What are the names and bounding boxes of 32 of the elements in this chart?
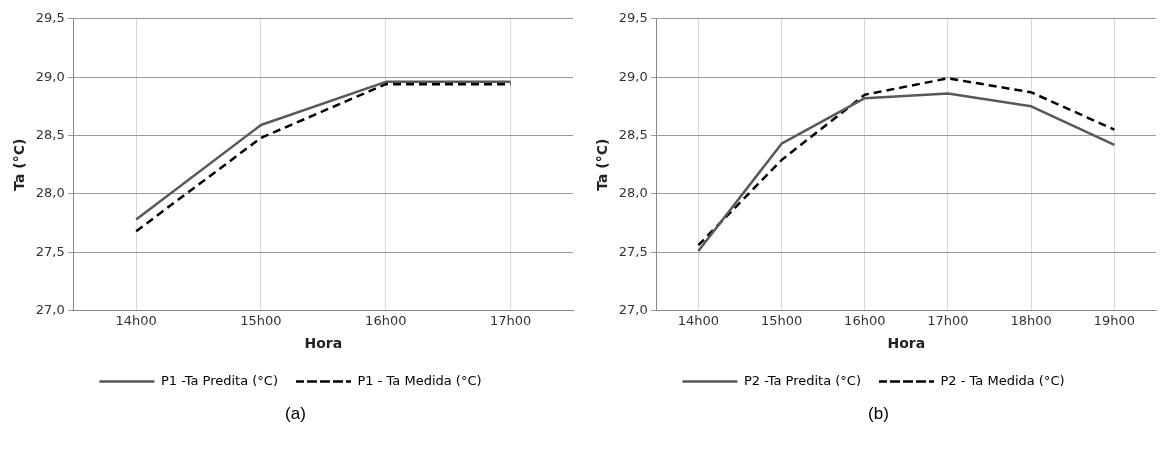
x-axis-title: Hora	[887, 335, 926, 352]
x-tick-label: 15h00	[240, 312, 282, 328]
x-tick-label: 15h00	[760, 312, 803, 328]
y-tick-label: 27,5	[35, 243, 65, 259]
legend-label: P2 -Ta Predita (°C)	[743, 372, 861, 388]
y-tick-label: 28,5	[618, 126, 648, 142]
x-tick-label: 17h00	[927, 312, 969, 328]
x-tick-label: 18h00	[1010, 312, 1052, 328]
x-tick-label: 14h00	[677, 312, 720, 328]
y-tick-label: 29,5	[35, 10, 65, 26]
y-tick-label: 29,0	[618, 68, 648, 84]
legend-label: P1 - Ta Medida (°C)	[357, 372, 482, 388]
text: (a)	[284, 404, 307, 424]
y-tick-label: 27,0	[35, 301, 65, 317]
y-tick-label: 28,0	[35, 185, 65, 201]
x-tick-label: 19h00	[1093, 312, 1136, 328]
y-tick-label: 27,0	[618, 301, 648, 317]
legend-label: P1 -Ta Predita (°C)	[160, 372, 278, 388]
x-tick-label: 16h00	[365, 312, 407, 328]
y-tick-label: 27,5	[618, 243, 648, 259]
x-tick-label: 17h00	[489, 312, 532, 328]
y-tick-label: 28,5	[35, 126, 65, 142]
x-tick-label: 14h00	[115, 312, 157, 328]
text: (b)	[867, 404, 890, 424]
y-tick-label: 28,0	[618, 185, 648, 201]
x-axis-title: Hora	[304, 335, 343, 352]
legend-label: P2 - Ta Medida (°C)	[940, 372, 1065, 388]
y-axis-title: Ta (°C)	[11, 138, 28, 191]
y-tick-label: 29,5	[618, 10, 648, 26]
x-tick-label: 16h00	[844, 312, 886, 328]
y-axis-title: Ta (°C)	[594, 138, 611, 191]
y-tick-label: 29,0	[35, 68, 65, 84]
